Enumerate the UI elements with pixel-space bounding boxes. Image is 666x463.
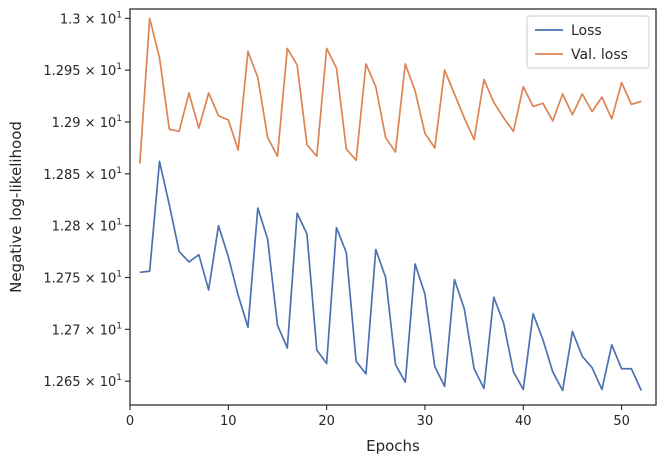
y-tick-mantissa: 1.27 ×	[52, 323, 100, 338]
legend: Loss Val. loss	[526, 15, 650, 69]
x-tick-label: 50	[613, 414, 630, 429]
series-line-1	[138, 17, 642, 164]
legend-label: Val. loss	[571, 47, 628, 63]
y-tick-mantissa: 1.28 ×	[52, 220, 100, 235]
series-lines	[138, 17, 643, 392]
x-tick-label: 20	[318, 414, 335, 429]
x-axis-label: Epochs	[366, 437, 420, 455]
y-tick-base: 10	[100, 375, 117, 390]
y-tick-mantissa: 1.29 ×	[52, 116, 100, 131]
x-tick-label: 40	[515, 414, 532, 429]
y-tick-base: 10	[100, 168, 117, 183]
y-tick-exponent: 1	[116, 269, 122, 279]
y-tick-exponent: 1	[116, 114, 122, 124]
y-tick-exponent: 1	[116, 373, 122, 383]
y-tick-base: 10	[100, 12, 117, 27]
y-tick-label: 1.29 × 101	[52, 114, 122, 131]
legend-box	[526, 15, 650, 69]
y-tick-exponent: 1	[116, 10, 122, 20]
x-tick-label: 10	[220, 414, 237, 429]
y-tick-exponent: 1	[116, 218, 122, 228]
x-tick-label: 0	[126, 414, 134, 429]
y-tick-mantissa: 1.265 ×	[43, 375, 99, 390]
y-tick-label: 1.295 × 101	[43, 62, 122, 79]
x-tick-label: 30	[417, 414, 434, 429]
y-axis-label: Negative log-likelihood	[7, 121, 25, 293]
y-tick-label: 1.265 × 101	[43, 373, 122, 390]
y-tick-base: 10	[100, 220, 117, 235]
y-tick-mantissa: 1.275 ×	[43, 271, 99, 286]
y-tick-exponent: 1	[116, 321, 122, 331]
series-line-0	[139, 160, 643, 392]
y-tick-base: 10	[100, 271, 117, 286]
y-tick-label: 1.285 × 101	[43, 166, 122, 183]
y-tick-label: 1.3 × 101	[60, 10, 122, 27]
legend-label: Loss	[571, 23, 602, 39]
y-tick-mantissa: 1.295 ×	[43, 64, 99, 79]
y-tick-label: 1.28 × 101	[52, 218, 122, 235]
y-tick-label: 1.275 × 101	[43, 269, 122, 286]
y-tick-mantissa: 1.285 ×	[43, 168, 99, 183]
y-tick-base: 10	[100, 116, 117, 131]
y-tick-base: 10	[100, 323, 117, 338]
y-tick-label: 1.27 × 101	[52, 321, 122, 338]
x-axis-ticks: 0 10 20 30 40 50	[126, 405, 630, 429]
y-tick-mantissa: 1.3 ×	[60, 12, 100, 27]
y-tick-exponent: 1	[116, 166, 122, 176]
y-tick-exponent: 1	[116, 62, 122, 72]
y-tick-base: 10	[100, 64, 117, 79]
